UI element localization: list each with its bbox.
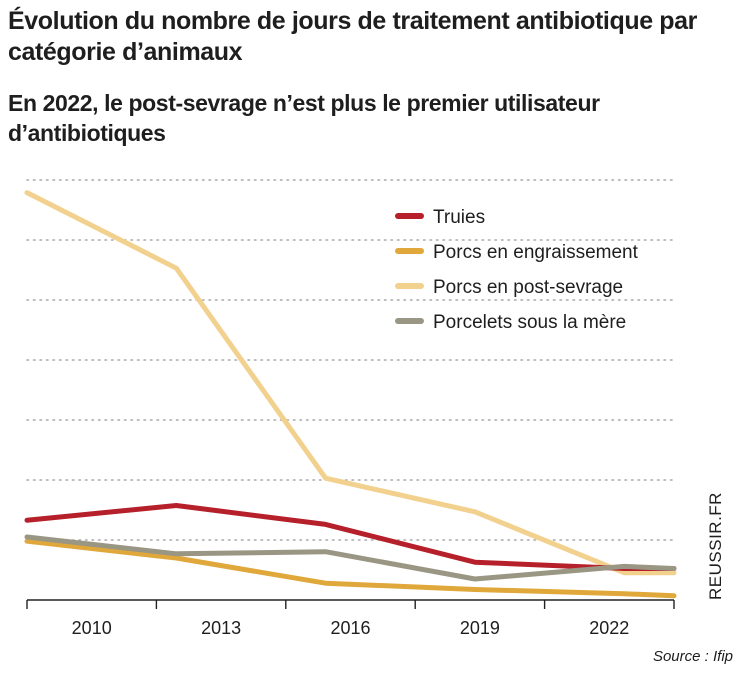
chart-title: Évolution du nombre de jours de traiteme…	[8, 7, 697, 66]
series-line	[24, 534, 677, 582]
legend-label: Truies	[433, 207, 485, 228]
brand-watermark: REUSSIR.FR	[706, 492, 725, 600]
x-axis: 2010 2013 2016 2019 2022	[26, 599, 675, 638]
x-tick-label: 2013	[201, 618, 241, 638]
series-line	[24, 503, 677, 571]
gridlines	[26, 179, 675, 541]
x-tick-label: 2022	[589, 618, 629, 638]
x-tick-label: 2019	[460, 618, 500, 638]
x-tick-label: 2016	[330, 618, 370, 638]
legend-label: Porcs en post-sevrage	[433, 277, 623, 298]
legend-label: Porcs en engraissement	[433, 242, 639, 263]
source-note: Source : Ifip	[652, 648, 733, 665]
legend: Truies Porcs en engraissement Porcs en pos…	[395, 207, 639, 333]
x-tick-label: 2010	[72, 618, 112, 638]
series-lines	[24, 190, 677, 599]
series-line	[24, 190, 677, 576]
legend-label: Porcelets sous la mère	[433, 312, 626, 333]
chart-subtitle: En 2022, le post-sevrage n’est plus le p…	[8, 90, 600, 146]
series-line	[24, 538, 677, 599]
